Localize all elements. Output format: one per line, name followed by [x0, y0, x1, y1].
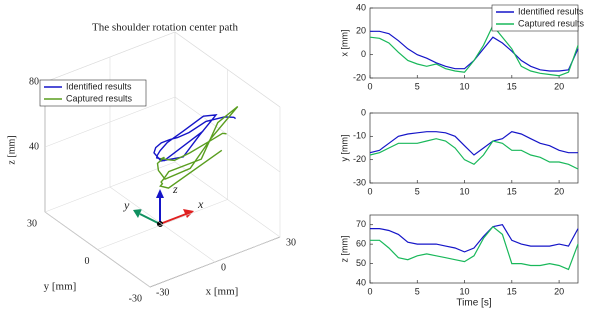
- x-tick-label: 5: [415, 81, 420, 91]
- y-tick-label: 0: [361, 107, 366, 117]
- series-line: [370, 224, 579, 253]
- x-tick-label: 0: [221, 262, 226, 273]
- series-line: [369, 24, 579, 77]
- z-arrowhead: [156, 189, 164, 198]
- x-tick-label: 15: [507, 286, 517, 296]
- x-tick-label: 30: [286, 237, 296, 248]
- legend-label: Identified results: [518, 6, 584, 16]
- y-tick-label: 30: [27, 218, 37, 229]
- grid-line: [97, 199, 228, 250]
- x-tick-label: 10: [460, 286, 470, 296]
- legend-box: [39, 79, 147, 107]
- axis-arrow-label: x: [197, 197, 204, 211]
- series-line: [369, 138, 579, 170]
- plot-frame: [369, 112, 579, 184]
- grid-line: [149, 236, 281, 288]
- y-tick-label: 70: [356, 219, 366, 229]
- y-tick-label: -20: [353, 154, 366, 164]
- grid-line: [174, 31, 281, 108]
- x-axis-label: Time [s]: [456, 298, 491, 309]
- grid-line: [174, 96, 281, 173]
- x-axis-label: x [mm]: [206, 286, 239, 298]
- series-line: [156, 105, 239, 189]
- y-tick-label: 40: [356, 277, 366, 287]
- origin: [157, 221, 163, 227]
- x-arrow: [159, 213, 187, 225]
- y-tick-label: 60: [356, 239, 366, 249]
- x-tick-label: 20: [554, 81, 564, 91]
- y-tick-label: -30: [129, 293, 142, 304]
- x-tick-label: 20: [554, 286, 564, 296]
- legend-label: Captured results: [66, 93, 133, 103]
- y-tick-label: 0: [85, 256, 90, 267]
- grid-line: [44, 96, 176, 148]
- series-line: [370, 225, 579, 271]
- x-tick-label: 5: [415, 286, 420, 296]
- x-arrowhead: [183, 209, 194, 218]
- y-tick-label: 40: [356, 2, 366, 12]
- z-tick-label: 40: [29, 141, 39, 152]
- axis-arrow-label: y: [123, 198, 130, 212]
- x-tick-label: 10: [460, 186, 470, 196]
- x-tick-label: 0: [367, 186, 372, 196]
- x-tick-label: 0: [367, 81, 372, 91]
- legend-label: Identified results: [66, 81, 132, 91]
- y-tick-label: 0: [361, 49, 366, 59]
- legend-box: [491, 4, 579, 32]
- x-tick-label: -30: [156, 287, 169, 298]
- y-tick-label: -10: [353, 131, 366, 141]
- z-tick-label: 80: [29, 76, 39, 87]
- y-axis-label: z [mm]: [339, 236, 349, 263]
- axis-arrow-label: z: [172, 182, 178, 196]
- plot-frame: [369, 7, 579, 79]
- z-axis-label: z [mm]: [6, 135, 17, 164]
- x-tick-label: 15: [507, 81, 517, 91]
- chart-title: The shoulder rotation center path: [92, 22, 239, 34]
- y-axis-label: y [mm]: [339, 135, 349, 162]
- y-tick-label: 20: [356, 26, 366, 36]
- y-tick-label: -30: [353, 177, 366, 187]
- y-arrowhead: [133, 209, 142, 218]
- y-tick-label: 50: [356, 258, 366, 268]
- plot-frame: [369, 214, 579, 284]
- series-line: [369, 131, 578, 156]
- series-line: [153, 114, 237, 162]
- legend-label: Captured results: [518, 18, 585, 28]
- x-tick-label: 20: [554, 186, 564, 196]
- origin-frame: [133, 189, 194, 227]
- x-tick-label: 10: [460, 81, 470, 91]
- grid-line: [44, 31, 176, 83]
- grid-line: [44, 161, 176, 213]
- x-tick-label: 0: [367, 286, 372, 296]
- x-tick-label: 5: [415, 186, 420, 196]
- y-axis-label: x [mm]: [339, 30, 349, 57]
- y-axis-label: y [mm]: [44, 281, 77, 293]
- series-line: [370, 30, 579, 72]
- x-tick-label: 15: [507, 186, 517, 196]
- y-tick-label: -20: [353, 72, 366, 82]
- y-arrow: [139, 213, 161, 225]
